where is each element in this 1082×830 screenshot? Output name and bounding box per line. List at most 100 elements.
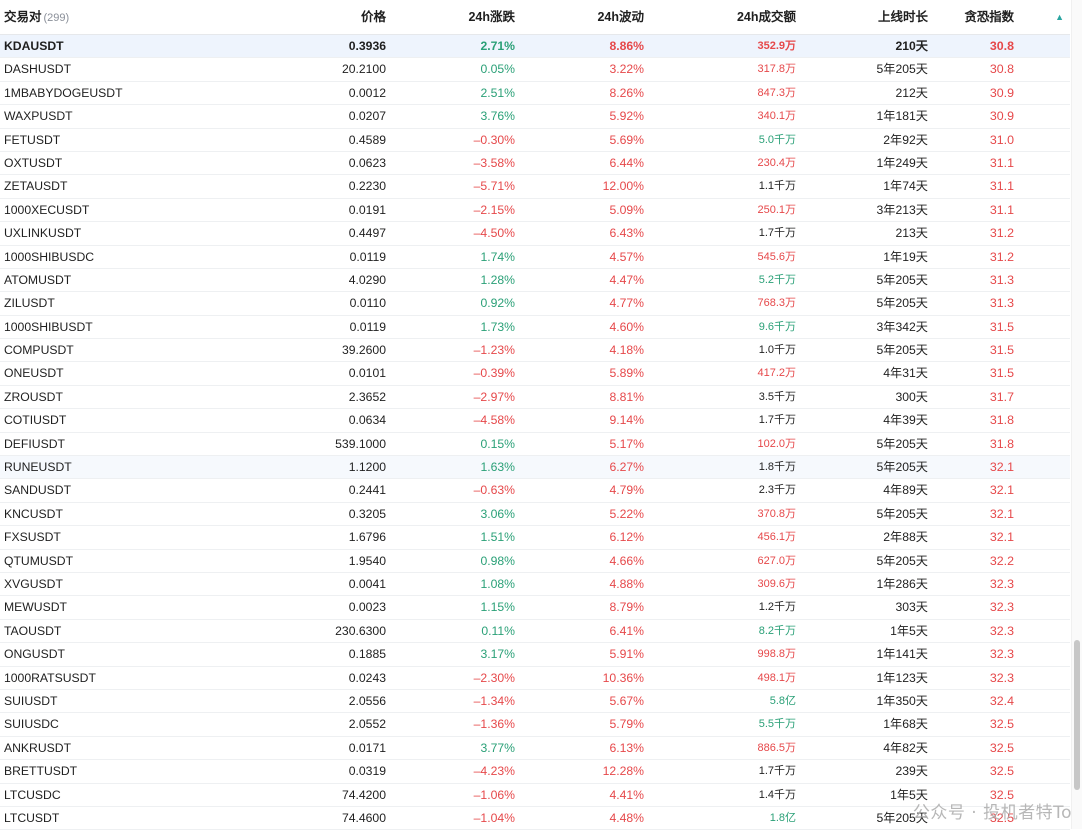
cell-volatility: 9.14% xyxy=(609,413,644,428)
scrollbar-thumb[interactable] xyxy=(1074,640,1080,790)
cell-price: 1.9540 xyxy=(348,553,386,568)
table-row[interactable]: LTCUSDT 74.4600 –1.04% 4.48% 1.8亿 5年205天 32.5 xyxy=(0,807,1070,830)
sort-ascending-icon[interactable]: ▲ xyxy=(1055,12,1064,22)
cell-price: 1.1200 xyxy=(348,460,386,475)
table-row[interactable]: WAXPUSDT 0.0207 3.76% 5.92% 340.1万 1年181天 30.9 xyxy=(0,105,1070,129)
cell-fear-greed: 31.0 xyxy=(989,132,1014,147)
table-row[interactable]: 1000RATSUSDT 0.0243 –2.30% 10.36% 498.1万 1年12… xyxy=(0,667,1070,690)
table-row[interactable]: TAOUSDT 230.6300 0.11% 6.41% 8.2千万 1年5天 32.3 xyxy=(0,620,1070,644)
vertical-scrollbar[interactable] xyxy=(1071,0,1082,829)
column-header-pair[interactable]: 交易对 (299) xyxy=(4,10,70,24)
cell-amount: 340.1万 xyxy=(757,110,796,123)
cell-listed: 1年5天 xyxy=(890,623,928,638)
cell-listed: 5年205天 xyxy=(876,296,929,311)
cell-price: 0.2230 xyxy=(348,179,386,194)
cell-amount: 1.4千万 xyxy=(758,788,796,801)
table-row[interactable]: UXLINKUSDT 0.4497 –4.50% 6.43% 1.7千万 213天 31.2 xyxy=(0,222,1070,246)
cell-amount: 1.1千万 xyxy=(758,180,796,193)
table-row[interactable]: COMPUSDT 39.2600 –1.23% 4.18% 1.0千万 5年205天 31.… xyxy=(0,339,1070,363)
table-row[interactable]: ZETAUSDT 0.2230 –5.71% 12.00% 1.1千万 1年74天 31.1 xyxy=(0,175,1070,199)
table-row[interactable]: ANKRUSDT 0.0171 3.77% 6.13% 886.5万 4年82天 32.5 xyxy=(0,737,1070,761)
cell-change: –2.30% xyxy=(473,670,515,685)
table-row[interactable]: FXSUSDT 1.6796 1.51% 6.12% 456.1万 2年88天 32.1 xyxy=(0,526,1070,550)
column-header-fear-greed[interactable]: 贪恐指数 xyxy=(964,10,1014,24)
cell-change: –1.34% xyxy=(473,693,515,708)
cell-fear-greed: 32.1 xyxy=(989,530,1014,545)
cell-change: –2.97% xyxy=(473,389,515,404)
table-body: KDAUSDT 0.3936 2.71% 8.86% 352.9万 210天 30.8 DAS… xyxy=(0,35,1070,830)
cell-listed: 1年68天 xyxy=(883,717,928,732)
table-row[interactable]: XVGUSDT 0.0041 1.08% 4.88% 309.6万 1年286天 32.3 xyxy=(0,573,1070,597)
table-row[interactable]: SUIUSDC 2.0552 –1.36% 5.79% 5.5千万 1年68天 32.5 xyxy=(0,713,1070,737)
cell-volatility: 4.57% xyxy=(609,249,644,264)
table-row[interactable]: 1000XECUSDT 0.0191 –2.15% 5.09% 250.1万 3年213天… xyxy=(0,199,1070,223)
table-row[interactable]: ZROUSDT 2.3652 –2.97% 8.81% 3.5千万 300天 31.7 xyxy=(0,386,1070,410)
cell-price: 74.4600 xyxy=(341,810,386,825)
cell-fear-greed: 31.2 xyxy=(989,249,1014,264)
cell-symbol: ONGUSDT xyxy=(4,647,65,662)
cell-symbol: COMPUSDT xyxy=(4,343,74,358)
table-row[interactable]: ATOMUSDT 4.0290 1.28% 4.47% 5.2千万 5年205天 31.3 xyxy=(0,269,1070,293)
cell-change: –4.58% xyxy=(473,413,515,428)
cell-volatility: 4.66% xyxy=(609,553,644,568)
cell-fear-greed: 30.9 xyxy=(989,85,1014,100)
cell-amount: 250.1万 xyxy=(757,203,796,216)
column-header-volatility[interactable]: 24h波动 xyxy=(597,10,644,24)
cell-fear-greed: 32.1 xyxy=(989,460,1014,475)
cell-amount: 545.6万 xyxy=(757,250,796,263)
cell-listed: 5年205天 xyxy=(876,553,929,568)
cell-volatility: 3.22% xyxy=(609,62,644,77)
cell-volatility: 6.13% xyxy=(609,740,644,755)
table-row[interactable]: COTIUSDT 0.0634 –4.58% 9.14% 1.7千万 4年39天 31.8 xyxy=(0,409,1070,433)
cell-volatility: 5.09% xyxy=(609,202,644,217)
table-row[interactable]: KNCUSDT 0.3205 3.06% 5.22% 370.8万 5年205天 32.1 xyxy=(0,503,1070,527)
table-row[interactable]: ONEUSDT 0.0101 –0.39% 5.89% 417.2万 4年31天 31.5 xyxy=(0,362,1070,386)
table-row[interactable]: OXTUSDT 0.0623 –3.58% 6.44% 230.4万 1年249天 31.1 xyxy=(0,152,1070,176)
cell-symbol: COTIUSDT xyxy=(4,413,67,428)
table-row[interactable]: SUIUSDT 2.0556 –1.34% 5.67% 5.8亿 1年350天 32.4 xyxy=(0,690,1070,714)
cell-price: 0.3205 xyxy=(348,506,386,521)
cell-symbol: BRETTUSDT xyxy=(4,764,78,779)
column-header-listed[interactable]: 上线时长 xyxy=(877,10,928,24)
cell-volatility: 10.36% xyxy=(602,670,644,685)
table-row[interactable]: MEWUSDT 0.0023 1.15% 8.79% 1.2千万 303天 32.3 xyxy=(0,596,1070,620)
cell-volatility: 4.41% xyxy=(609,787,644,802)
table-row[interactable]: QTUMUSDT 1.9540 0.98% 4.66% 627.0万 5年205天 32.2 xyxy=(0,550,1070,573)
cell-listed: 5年205天 xyxy=(876,272,929,287)
cell-amount: 1.0千万 xyxy=(758,344,796,357)
table-row[interactable]: RUNEUSDT 1.1200 1.63% 6.27% 1.8千万 5年205天 32.1 xyxy=(0,456,1070,480)
cell-symbol: ATOMUSDT xyxy=(4,272,72,287)
cell-listed: 4年82天 xyxy=(883,740,928,755)
column-header-amount[interactable]: 24h成交额 xyxy=(736,10,796,24)
cell-symbol: DEFIUSDT xyxy=(4,436,65,451)
table-row[interactable]: FETUSDT 0.4589 –0.30% 5.69% 5.0千万 2年92天 31.0 xyxy=(0,129,1070,152)
table-row[interactable]: 1MBABYDOGEUSDT 0.0012 2.51% 8.26% 847.3万 212天… xyxy=(0,82,1070,106)
cell-change: –1.04% xyxy=(473,810,515,825)
cell-symbol: 1000SHIBUSDT xyxy=(4,319,93,334)
cell-volatility: 4.88% xyxy=(609,576,644,591)
cell-fear-greed: 32.5 xyxy=(989,764,1014,779)
cell-fear-greed: 32.3 xyxy=(989,670,1014,685)
table-row[interactable]: 1000SHIBUSDT 0.0119 1.73% 4.60% 9.6千万 3年342天 3… xyxy=(0,316,1070,340)
table-row[interactable]: SANDUSDT 0.2441 –0.63% 4.79% 2.3千万 4年89天 32.1 xyxy=(0,479,1070,503)
cell-amount: 9.6千万 xyxy=(758,320,796,333)
cell-fear-greed: 30.9 xyxy=(989,109,1014,124)
table-row[interactable]: ZILUSDT 0.0110 0.92% 4.77% 768.3万 5年205天 31.3 xyxy=(0,292,1070,316)
table-row[interactable]: ONGUSDT 0.1885 3.17% 5.91% 998.8万 1年141天 32.3 xyxy=(0,643,1070,667)
cell-volatility: 6.12% xyxy=(609,530,644,545)
cell-symbol: TAOUSDT xyxy=(4,623,62,638)
cell-listed: 5年205天 xyxy=(876,436,929,451)
column-header-change[interactable]: 24h涨跌 xyxy=(468,10,515,24)
table-row[interactable]: KDAUSDT 0.3936 2.71% 8.86% 352.9万 210天 30.8 xyxy=(0,35,1070,59)
table-row[interactable]: DEFIUSDT 539.1000 0.15% 5.17% 102.0万 5年205天 31… xyxy=(0,433,1070,457)
column-header-price[interactable]: 价格 xyxy=(360,10,386,24)
cell-symbol: ZILUSDT xyxy=(4,296,55,311)
table-row[interactable]: 1000SHIBUSDC 0.0119 1.74% 4.57% 545.6万 1年19天 3… xyxy=(0,246,1070,269)
cell-fear-greed: 32.5 xyxy=(989,787,1014,802)
table-row[interactable]: BRETTUSDT 0.0319 –4.23% 12.28% 1.7千万 239天 32.5 xyxy=(0,760,1070,784)
cell-change: –0.30% xyxy=(473,132,515,147)
table-row[interactable]: LTCUSDC 74.4200 –1.06% 4.41% 1.4千万 1年5天 32.5 xyxy=(0,784,1070,807)
table-row[interactable]: DASHUSDT 20.2100 0.05% 3.22% 317.8万 5年205天 30.… xyxy=(0,58,1070,82)
cell-amount: 627.0万 xyxy=(757,554,796,567)
